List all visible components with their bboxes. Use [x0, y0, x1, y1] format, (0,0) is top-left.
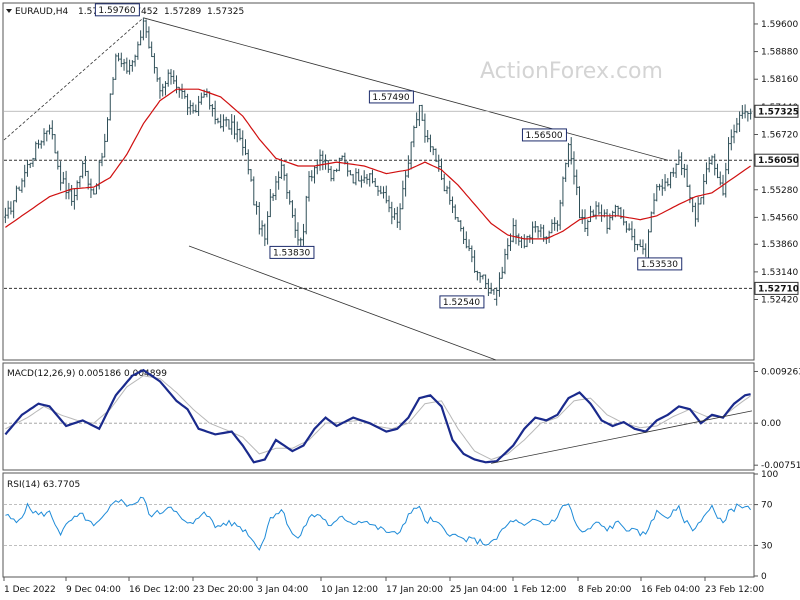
price-annotation-box	[637, 257, 683, 271]
price-annotations: 1.59760 1.57490 1.56500 1.53830 1.53530 1.525…	[94, 3, 683, 309]
level-tag-box	[754, 281, 799, 295]
rsi-y-tick-label: 100	[761, 470, 778, 480]
x-tick-label: 17 Jan 20:00	[386, 585, 443, 595]
macd-lines	[4, 368, 753, 464]
x-tick-label: 25 Jan 04:00	[450, 585, 507, 595]
price-y-tick-label: 1.59600	[761, 20, 798, 30]
price-y-tick-label: 1.55280	[761, 186, 798, 196]
rsi-y-tick-label: 70	[761, 501, 773, 511]
x-tick-label: 23 Feb 12:00	[705, 585, 764, 595]
macd-y-tick-label: 0.00	[761, 419, 781, 429]
x-tick-label: 9 Dec 04:00	[66, 585, 121, 595]
price-y-tick-label: 1.54560	[761, 213, 798, 223]
price-annotation-label: 1.57490	[372, 93, 409, 103]
macd-y-tick-label: 0.009263	[761, 367, 800, 377]
header-low: 1.57289	[164, 7, 201, 17]
price-level-lines: 1.56050 1.52710	[4, 153, 799, 295]
rsi-panel-frame	[2, 472, 755, 578]
price-trend-lines	[3, 17, 753, 361]
price-annotation-label: 1.53830	[273, 248, 310, 258]
current-price-box	[754, 104, 799, 118]
moving-average-line	[5, 88, 751, 240]
rsi-y-tick-label: 0	[761, 572, 767, 582]
x-tick-label: 8 Feb 20:00	[578, 585, 632, 595]
level-tag-label: 1.52710	[758, 284, 799, 294]
rsi-line	[5, 496, 751, 551]
macd-main-line	[4, 368, 751, 464]
upper-channel-line	[143, 17, 669, 161]
x-tick-label: 1 Feb 12:00	[513, 585, 567, 595]
price-annotation-box	[439, 295, 485, 309]
price-annotation-label: 1.53530	[641, 260, 678, 270]
price-annotation-box	[94, 3, 140, 17]
price-annotation-box	[521, 128, 567, 142]
rsi-y-tick-label: 30	[761, 541, 773, 551]
x-tick-label: 1 Dec 2022	[4, 585, 56, 595]
moving-average	[5, 88, 751, 240]
price-annotation-box	[368, 90, 414, 104]
lower-channel-line	[188, 245, 497, 361]
level-tag-label: 1.56050	[758, 156, 799, 166]
x-tick-label: 16 Dec 12:00	[129, 585, 190, 595]
price-annotation-label: 1.52540	[443, 298, 480, 308]
price-y-tick-label: 1.52420	[761, 296, 798, 306]
macd-panel-frame	[2, 362, 755, 471]
rsi-label: RSI(14) 63.7705	[7, 480, 80, 490]
price-bars	[4, 17, 752, 306]
price-y-tick-label: 1.56720	[761, 130, 798, 140]
price-annotation-label: 1.59760	[98, 6, 135, 16]
price-y-tick-label: 1.53140	[761, 268, 798, 278]
x-axis: 1 Dec 2022 9 Dec 04:00 16 Dec 12:00 23 Dec …	[3, 577, 764, 595]
x-tick-label: 10 Jan 12:00	[321, 585, 378, 595]
rsi-lines	[4, 496, 753, 551]
price-panel-frame	[2, 2, 755, 361]
current-price-tag: 1.57325	[754, 104, 799, 118]
watermark: ActionForex.com	[480, 59, 663, 84]
header-symbol: EURAUD,H4	[15, 7, 68, 17]
macd-trend-line	[491, 410, 753, 464]
macd-y-axis: 0.009263 0.00 -0.007517	[754, 367, 800, 471]
x-tick-label: 16 Feb 04:00	[641, 585, 700, 595]
price-y-tick-label: 1.53860	[761, 240, 798, 250]
level-tag-box	[754, 153, 799, 167]
macd-y-tick-label: -0.007517	[761, 461, 800, 471]
macd-label: MACD(12,26,9) 0.005186 0.004899	[7, 369, 167, 379]
current-price-label: 1.57325	[758, 107, 799, 117]
x-tick-label: 23 Dec 20:00	[193, 585, 254, 595]
x-tick-label: 3 Jan 04:00	[257, 585, 309, 595]
dropdown-triangle-icon	[6, 9, 12, 13]
dashed-rise-line	[3, 17, 144, 141]
price-y-tick-label: 1.58880	[761, 48, 798, 58]
price-y-tick-label: 1.58160	[761, 75, 798, 85]
header-close: 1.57325	[207, 7, 244, 17]
rsi-y-axis: 100 70 30 0	[754, 470, 778, 582]
price-annotation-label: 1.56500	[525, 131, 562, 141]
price-annotation-box	[269, 245, 315, 259]
